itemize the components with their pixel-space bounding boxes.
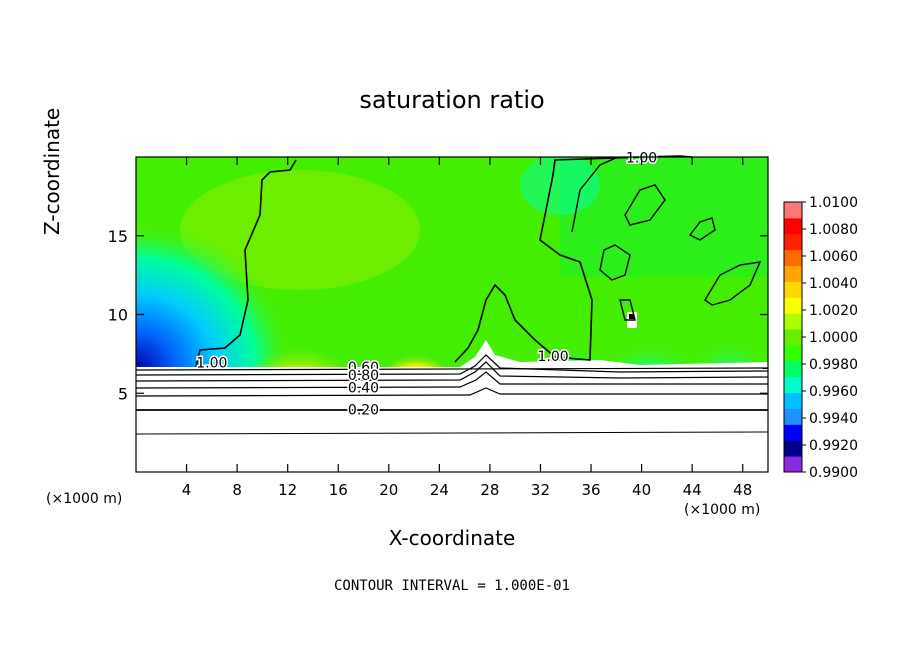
colorbar-label: 1.0080: [809, 222, 858, 238]
contour-interval-note: CONTOUR INTERVAL = 1.000E-01: [333, 578, 570, 594]
colorbar-label: 0.9960: [809, 384, 858, 400]
colorbar-swatch: [784, 233, 802, 251]
colorbar-swatch: [784, 313, 802, 330]
chart-title: saturation ratio: [359, 86, 545, 114]
colorbar-swatch: [784, 217, 802, 235]
colorbar-swatch: [784, 408, 802, 425]
colorbar-label: 1.0100: [809, 195, 858, 211]
colorbar-label: 0.9940: [809, 411, 858, 427]
colorbar-swatch: [784, 265, 802, 282]
y-axis: 5 10 15: [108, 227, 768, 403]
contour-label: 0.40: [348, 381, 379, 397]
colorbar-swatch: [784, 376, 802, 394]
x-unit-label-right: (×1000 m): [684, 502, 761, 518]
colorbar-swatch: [784, 440, 802, 457]
x-axis-label: X-coordinate: [388, 526, 516, 550]
colorbar-label: 0.9900: [809, 465, 858, 481]
x-tick-label: 4: [182, 481, 192, 499]
contour-labels: 1.001.00 1.000.600.800.400.20: [195, 149, 659, 420]
colorbar-label: 1.0000: [809, 330, 858, 346]
colorbar-swatch: [784, 281, 802, 298]
colorbar-swatch: [784, 344, 802, 362]
contour-label: 0.80: [348, 368, 379, 384]
x-tick-label: 8: [232, 481, 242, 499]
colorbar-label: 1.0040: [809, 276, 858, 292]
contour-label: 1.00: [538, 349, 569, 365]
saturation-field: [136, 157, 768, 472]
x-tick-label: 24: [430, 481, 449, 499]
contour-label: 0.60: [348, 360, 379, 376]
colorbar-swatch: [784, 392, 802, 409]
contour-label: 1.00: [196, 355, 227, 371]
x-axis: 4 8 12 16 20 24 28 32 36 40 44 48: [182, 157, 752, 499]
y-tick-label: 15: [108, 227, 128, 246]
x-tick-label: 36: [581, 481, 600, 499]
y-tick-label: 10: [108, 306, 128, 325]
contour-label: 0.20: [348, 403, 379, 419]
colorbar-swatch: [784, 329, 802, 346]
colorbar-label: 0.9980: [809, 357, 858, 373]
colorbar-swatch: [784, 202, 802, 219]
colorbar-label: 1.0060: [809, 249, 858, 265]
x-unit-label-left: (×1000 m): [46, 491, 123, 507]
colorbar: 1.0100 1.0080 1.0060 1.0040 1.0020 1.0000 0.99…: [783, 195, 858, 481]
colorbar-swatch: [784, 456, 802, 473]
y-axis-label: Z-coordinate: [40, 107, 64, 235]
x-tick-label: 20: [379, 481, 398, 499]
x-tick-label: 40: [632, 481, 651, 499]
y-tick-label: 5: [118, 384, 128, 403]
colorbar-label: 0.9920: [809, 438, 858, 454]
colorbar-swatch: [784, 249, 802, 267]
contour-lines: [135, 155, 769, 435]
colorbar-swatch: [784, 297, 802, 314]
x-tick-label: 12: [278, 481, 297, 499]
x-tick-label: 48: [733, 481, 752, 499]
x-tick-label: 32: [531, 481, 550, 499]
x-tick-label: 44: [683, 481, 702, 499]
x-tick-label: 16: [329, 481, 348, 499]
colorbar-label: 1.0020: [809, 303, 858, 319]
x-tick-label: 28: [480, 481, 499, 499]
colorbar-swatch: [784, 424, 802, 441]
colorbar-swatch: [784, 360, 802, 378]
